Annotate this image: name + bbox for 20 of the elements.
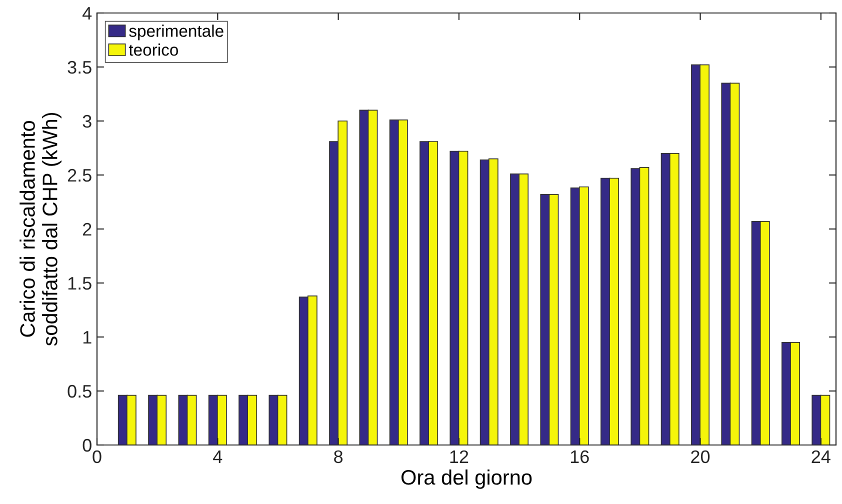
y-tick-label: 2 (83, 222, 92, 236)
x-tick-label: 20 (691, 450, 710, 464)
x-axis-title: Ora del giorno (401, 469, 532, 489)
legend-label: sperimentale (129, 24, 224, 40)
legend-label: teorico (128, 44, 178, 56)
x-tick-label: 16 (570, 450, 589, 464)
y-tick-label: 2.5 (68, 168, 92, 182)
x-tick-label: 4 (213, 450, 222, 463)
x-tick-label: 0 (92, 450, 102, 464)
x-tick-label: 8 (334, 450, 343, 464)
y-axis-title: Carico di riscaldamento soddifatto dal CHP (kWh) (20, 112, 62, 346)
y-tick-label: 0.5 (68, 384, 92, 398)
y-tick-label: 1 (83, 331, 92, 344)
y-tick-label: 3.5 (68, 60, 92, 74)
y-tick-label: 1.5 (68, 277, 92, 290)
y-tick-label: 3 (82, 114, 92, 128)
x-tick-label: 12 (450, 450, 468, 463)
y-tick-label: 4 (82, 7, 92, 20)
x-tick-label: 24 (812, 450, 830, 463)
y-tick-label: 0 (82, 438, 92, 452)
